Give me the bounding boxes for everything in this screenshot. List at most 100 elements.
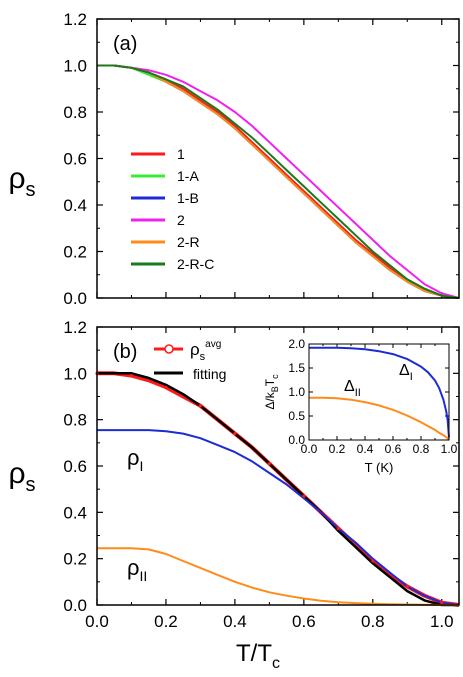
y-tick-label: 1.0: [63, 57, 87, 76]
legend-label-rho-avg-sup: avg: [205, 339, 221, 350]
x-tick-label: 0.2: [154, 612, 178, 631]
legend-item-2-r-c: 2-R-C: [131, 256, 214, 272]
legend-marker-rho-avg: [164, 344, 174, 354]
inset-x-tick-label: 0.0: [301, 442, 318, 456]
inset-xlabel: T (K): [365, 460, 394, 475]
inset-x-tick-label: 0.8: [413, 442, 430, 456]
legend-item-2: 2: [131, 212, 185, 228]
data-point: [164, 385, 168, 389]
svg-text:T/Tc: T/Tc: [236, 640, 280, 672]
y-tick-label: 0.8: [63, 103, 87, 122]
svg-text:ρs: ρs: [8, 162, 35, 201]
series-line-2: [97, 64, 460, 299]
x-tick-label: 0.0: [85, 612, 109, 631]
data-point: [336, 526, 340, 531]
legend-item-1-a: 1-A: [131, 168, 199, 184]
x-axis-label: T/Tc: [236, 640, 280, 672]
y-label-main: ρ: [8, 162, 25, 195]
data-point: [405, 584, 409, 589]
y-tick-label: 0.6: [63, 457, 87, 476]
y-tick-label: 1.2: [63, 10, 87, 29]
series-line-2-r: [97, 64, 460, 299]
data-point: [233, 431, 237, 436]
inset-y-tick-label: 1.5: [288, 361, 305, 375]
legend-label-rho-avg: ρ: [190, 340, 200, 359]
data-point: [198, 404, 203, 408]
data-point: [302, 494, 306, 498]
legend-item-1: 1: [131, 146, 185, 162]
y-tick-label: 0.0: [63, 596, 87, 615]
y-tick-label: 0.4: [63, 503, 87, 522]
panel-a-legend: 1 1-A 1-B 2 2-R 2-R-C: [131, 146, 214, 272]
legend-item-rho-avg: ρsavg: [154, 339, 221, 363]
legend-label-rho-avg-sub: s: [200, 351, 206, 363]
panel-b-frame: [96, 326, 460, 606]
legend-item-fitting: fitting: [154, 366, 226, 382]
inset-y-tick-label: 1.0: [288, 385, 305, 399]
series-line-fitting: [97, 372, 459, 607]
y-label-sub: s: [26, 474, 36, 496]
inset-x-tick-label: 0.4: [357, 442, 374, 456]
y-tick-label: 0.2: [63, 243, 87, 262]
inset-chart: 0.00.51.01.52.00.0 0.2 0.4 0.6 0.8 1.0 T (K) …: [263, 337, 458, 475]
inset-series-line--i: [309, 346, 450, 438]
x-tick-label: 0.6: [292, 612, 316, 631]
data-point: [371, 559, 375, 563]
x-label-main: T/T: [236, 640, 272, 667]
y-tick-label: 0.8: [63, 411, 87, 430]
y-axis-label-bottom: ρs: [8, 457, 35, 496]
series-line--ii: [97, 547, 459, 606]
svg-text:ρsavg: ρsavg: [190, 339, 221, 363]
svg-text:ρs: ρs: [8, 457, 35, 496]
data-point: [129, 374, 134, 378]
data-point: [440, 601, 444, 605]
legend-label-1: 1: [177, 146, 185, 162]
label-rho-II: ρII: [127, 555, 147, 584]
legend-label-2: 2: [177, 212, 185, 228]
legend-label-2-r: 2-R: [177, 234, 200, 250]
data-point: [267, 462, 271, 466]
inset-ylabel: Δ/kBTc: [263, 374, 280, 410]
y-tick-label: 1.2: [63, 318, 87, 337]
y-label-main: ρ: [8, 457, 25, 490]
x-tick-label: 0.4: [223, 612, 247, 631]
inset-series-line--ii: [309, 396, 450, 441]
panel-a-label: (a): [113, 33, 137, 55]
y-label-sub: s: [26, 179, 36, 201]
panel-b-label: (b): [113, 341, 137, 363]
inset-y-tick-label: 0.5: [288, 409, 305, 423]
inset-ticks: 0.0 0.5 1.0 1.5 2.0 0.0 0.2 0.4 0.6 0.8 1.0: [288, 337, 457, 456]
inset-frame: [308, 343, 450, 441]
panel-a-series: [97, 64, 460, 299]
legend-label-1-b: 1-B: [177, 190, 199, 206]
inset-y-tick-label: 0.0: [288, 433, 305, 447]
inset-x-tick-label: 0.2: [329, 442, 346, 456]
y-tick-label: 1.0: [63, 364, 87, 383]
x-tick-label: 0.8: [361, 612, 385, 631]
inset-series: [309, 346, 450, 441]
legend-item-1-b: 1-B: [131, 190, 199, 206]
series-line-2-r-c: [97, 64, 460, 299]
y-tick-label: 0.2: [63, 550, 87, 569]
inset-label-delta-I: ΔI: [399, 362, 413, 383]
panel-b-legend: ρsavg fitting: [154, 339, 226, 382]
inset-label-delta-II: ΔII: [344, 378, 361, 399]
y-axis-label-top: ρs: [8, 162, 35, 201]
label-rho-I: ρI: [127, 445, 143, 474]
y-tick-label: 0.4: [63, 196, 87, 215]
legend-item-2-r: 2-R: [131, 234, 200, 250]
legend-label-fitting: fitting: [193, 366, 226, 382]
x-tick-label: 1.0: [430, 612, 454, 631]
legend-label-2-r-c: 2-R-C: [177, 256, 214, 272]
panel-a: 0.0 0.2 0.4 0.6 0.8 1.0 1.2 (a) 1 1-A 1-B 2 2-R 2-R…: [63, 10, 460, 308]
y-tick-label: 0.0: [63, 289, 87, 308]
series-line--i: [97, 429, 460, 606]
inset-y-tick-label: 2.0: [288, 337, 305, 351]
panel-a-ticks: 0.0 0.2 0.4 0.6 0.8 1.0 1.2: [63, 10, 459, 308]
x-label-sub: c: [272, 655, 280, 672]
panel-a-frame: [96, 18, 460, 299]
y-tick-label: 0.6: [63, 150, 87, 169]
inset-x-tick-label: 0.6: [385, 442, 402, 456]
inset-x-tick-label: 1.0: [441, 442, 458, 456]
